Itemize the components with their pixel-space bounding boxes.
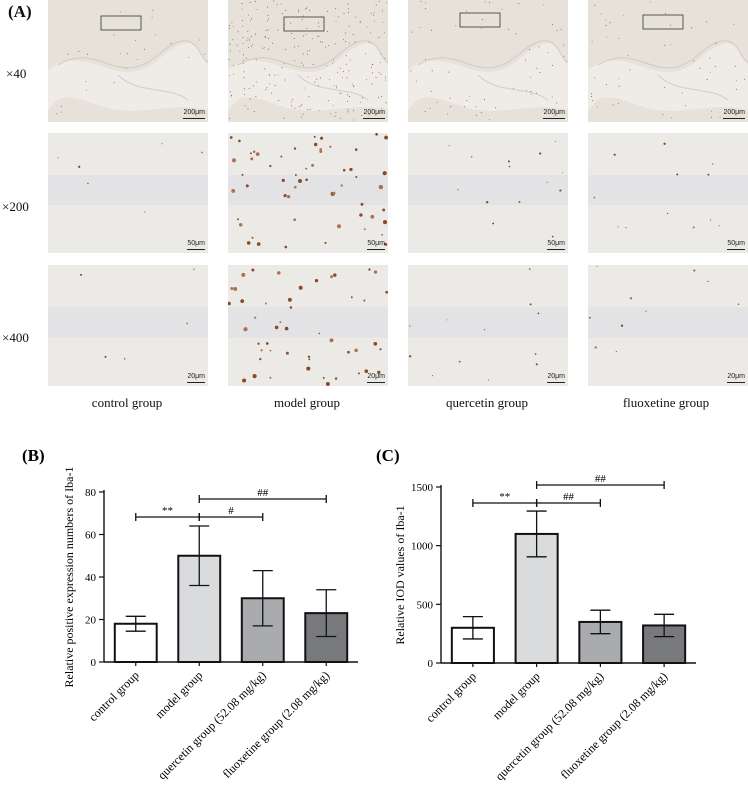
row-label-x40: ×40 xyxy=(6,66,27,81)
scale-bar-label: 20μm xyxy=(367,373,385,380)
x-tick-label: quercetin group (52.08 mg/kg) xyxy=(155,668,269,782)
scale-bar-label: 20μm xyxy=(187,373,205,380)
scale-bar: 50μm xyxy=(187,240,205,250)
significance-label: ** xyxy=(499,491,510,503)
scale-bar: 50μm xyxy=(727,240,745,250)
x-tick-label: fluoxetine group (2.08 mg/kg) xyxy=(220,668,333,781)
scale-bar: 200μm xyxy=(723,109,745,119)
column-label-control: control group xyxy=(91,395,163,410)
column-label-model: model group xyxy=(273,395,341,410)
scale-bar-label: 200μm xyxy=(543,109,565,116)
significance-label: ## xyxy=(257,487,269,499)
scale-bar: 200μm xyxy=(543,109,565,119)
scale-bar-label: 50μm xyxy=(547,240,565,247)
column-label-quercetin: quercetin group xyxy=(446,395,528,410)
scale-bar-label: 200μm xyxy=(183,109,205,116)
row-label-x200: ×200 xyxy=(2,199,29,214)
y-tick-label: 500 xyxy=(417,599,434,611)
scale-bar-label: 50μm xyxy=(367,240,385,247)
panel-label: (C) xyxy=(376,446,400,465)
column-label-fluoxetine: fluoxetine group xyxy=(622,395,710,410)
chart-b: (B) Relative positive expression numbers … xyxy=(22,446,358,782)
significance-label: ## xyxy=(563,491,575,503)
scale-bar: 20μm xyxy=(367,373,385,383)
x-tick-label: model group xyxy=(152,668,205,721)
micrograph-model-row3: 20μm xyxy=(228,265,388,386)
scale-bar-label: 200μm xyxy=(363,109,385,116)
y-tick-label: 60 xyxy=(85,530,97,542)
significance-label: ## xyxy=(595,473,607,485)
scale-bar-label: 50μm xyxy=(727,240,745,247)
micrograph-quercetin-row2: 50μm xyxy=(408,133,568,253)
y-axis-label: Relative positive expression numbers of … xyxy=(62,467,76,688)
micrograph-model-row1: 200μm xyxy=(228,0,388,122)
y-tick-label: 1000 xyxy=(411,541,434,553)
panel-label: (B) xyxy=(22,446,45,465)
scale-bar-label: 200μm xyxy=(723,109,745,116)
y-tick-label: 1500 xyxy=(411,482,434,494)
y-tick-label: 80 xyxy=(85,487,97,499)
x-tick-label: control group xyxy=(423,669,479,725)
x-tick-label: control group xyxy=(86,668,142,724)
y-axis-label: Relative IOD values of Iba-1 xyxy=(393,505,407,644)
y-tick-label: 40 xyxy=(85,572,97,584)
micrograph-control-row2: 50μm xyxy=(48,133,208,253)
row-label-x400: ×400 xyxy=(2,330,29,345)
scale-bar: 50μm xyxy=(547,240,565,250)
scale-bar: 20μm xyxy=(727,373,745,383)
scale-bar: 200μm xyxy=(363,109,385,119)
y-tick-label: 0 xyxy=(428,658,434,670)
micrograph-fluoxetine-row1: 200μm xyxy=(588,0,748,122)
scale-bar: 200μm xyxy=(183,109,205,119)
scale-bar-label: 20μm xyxy=(727,373,745,380)
significance-label: ** xyxy=(162,505,173,517)
micrograph-fluoxetine-row2: 50μm xyxy=(588,133,748,253)
significance-label: # xyxy=(228,505,234,517)
chart-c: (C) Relative IOD values of Iba-1 0 500 1000 1… xyxy=(376,446,696,783)
micrograph-quercetin-row3: 20μm xyxy=(408,265,568,386)
micrograph-control-row1: 200μm xyxy=(48,0,208,122)
panel-a-label: (A) xyxy=(8,2,32,21)
micrograph-model-row2: 50μm xyxy=(228,133,388,253)
micrograph-quercetin-row1: 200μm xyxy=(408,0,568,122)
scale-bar: 20μm xyxy=(187,373,205,383)
x-tick-label: quercetin group (52.08 mg/kg) xyxy=(492,669,606,783)
y-tick-label: 0 xyxy=(91,657,97,669)
micrograph-control-row3: 20μm xyxy=(48,265,208,386)
scale-bar-label: 20μm xyxy=(547,373,565,380)
scale-bar-label: 50μm xyxy=(187,240,205,247)
scale-bar: 50μm xyxy=(367,240,385,250)
x-tick-label: fluoxetine group (2.08 mg/kg) xyxy=(558,669,671,782)
y-tick-label: 20 xyxy=(85,615,97,627)
x-tick-label: model group xyxy=(490,669,543,722)
micrograph-fluoxetine-row3: 20μm xyxy=(588,265,748,386)
scale-bar: 20μm xyxy=(547,373,565,383)
